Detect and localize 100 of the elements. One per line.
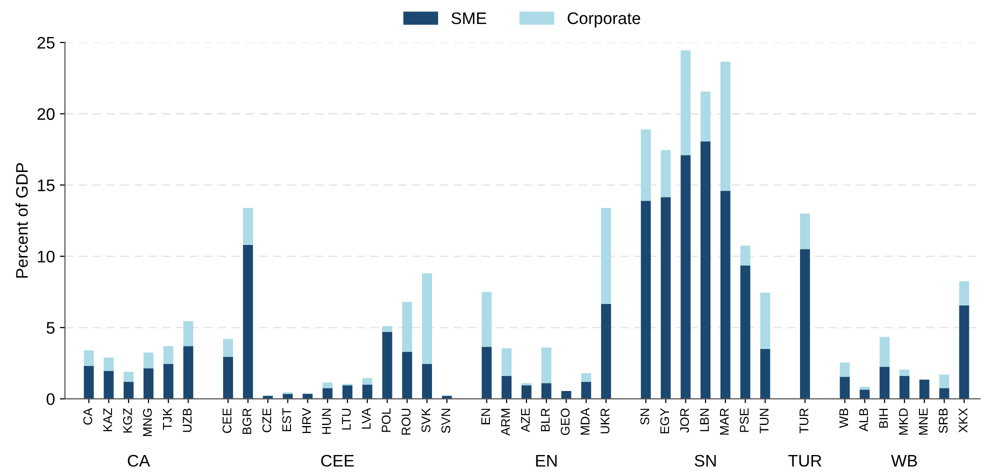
x-tick-label: EST <box>282 408 292 432</box>
x-tick-label: CZE <box>262 408 272 432</box>
bar <box>561 391 572 399</box>
bar <box>581 373 592 382</box>
x-tick-label: HRV <box>302 408 311 434</box>
y-tick-label: 0 <box>46 393 55 406</box>
bar <box>541 383 552 399</box>
bar <box>402 352 412 399</box>
bar <box>959 305 970 399</box>
bar <box>860 390 870 399</box>
x-tick-label: GEO <box>560 408 570 436</box>
bar <box>322 382 333 388</box>
x-tick-label: SRB <box>938 408 948 434</box>
bar <box>183 346 194 399</box>
bar <box>84 350 94 366</box>
x-tick-label: CA <box>83 408 92 425</box>
bar <box>860 386 870 390</box>
legend-label: Corporate <box>568 12 640 28</box>
y-tick-label: 20 <box>38 108 55 120</box>
bar <box>502 348 512 376</box>
bar <box>322 388 333 399</box>
bar <box>660 150 671 198</box>
bar <box>382 326 392 332</box>
bar <box>720 190 730 399</box>
x-tick-label: ALB <box>859 408 868 432</box>
bar <box>362 378 372 385</box>
bar <box>880 366 890 399</box>
text: EN <box>536 455 557 466</box>
bar <box>760 348 770 399</box>
bar <box>482 346 492 399</box>
x-tick-label: WB <box>839 408 848 428</box>
bar <box>581 382 592 399</box>
bar <box>800 249 810 399</box>
bar <box>422 364 432 399</box>
bar <box>959 281 970 306</box>
bar <box>640 200 651 399</box>
x-tick-label: BGR <box>242 408 252 434</box>
bar <box>104 371 114 399</box>
bar <box>640 129 651 201</box>
bar <box>700 92 710 142</box>
bar <box>223 356 234 399</box>
x-tick-label: LTU <box>342 408 351 430</box>
x-tick-label: AZE <box>521 408 530 432</box>
x-tick-label: BIH <box>879 408 888 428</box>
x-tick-label: XKX <box>958 408 968 433</box>
bar <box>402 302 412 352</box>
bar <box>522 385 532 399</box>
x-tick-label: MNG <box>143 408 152 436</box>
text: TUR <box>788 455 822 467</box>
bar <box>680 50 691 156</box>
x-tick-label: SN <box>640 408 650 425</box>
bar <box>163 364 174 399</box>
x-tick-label: POL <box>382 408 391 432</box>
y-tick-label: 15 <box>38 180 55 192</box>
x-tick-label: ARM <box>501 408 510 436</box>
x-tick-label: MAR <box>720 408 729 435</box>
bar <box>104 358 114 372</box>
bar <box>183 321 194 346</box>
x-tick-label: HUN <box>322 408 331 434</box>
bar <box>124 372 134 382</box>
bar <box>362 384 372 399</box>
bar <box>601 208 612 304</box>
text: CA <box>128 454 150 467</box>
x-tick-label: CEE <box>222 408 232 433</box>
bar <box>482 292 492 347</box>
x-tick-label: ROU <box>402 408 410 435</box>
bar <box>740 266 750 399</box>
x-tick-label: MKD <box>899 408 908 435</box>
x-tick-label: EGY <box>660 408 670 434</box>
x-tick-label: EN <box>481 408 490 424</box>
bar <box>242 208 253 245</box>
bar <box>342 385 352 399</box>
bar <box>144 352 154 368</box>
x-tick-label: UZB <box>182 408 192 432</box>
bar <box>700 142 710 399</box>
bar <box>680 155 691 399</box>
legend-label: SME <box>451 12 486 24</box>
x-tick-label: UKR <box>600 408 610 434</box>
bar <box>760 292 770 349</box>
x-tick-label: MNE <box>918 408 928 435</box>
bar <box>124 382 134 399</box>
bar <box>939 388 950 399</box>
x-tick-label: SVN <box>441 408 450 434</box>
x-tick-label: KAZ <box>103 408 112 432</box>
x-tick-label: TUR <box>800 408 808 434</box>
bar <box>740 246 750 266</box>
bar <box>939 374 950 388</box>
bar <box>660 197 671 399</box>
y-axis-title: Percent of GDP <box>16 163 28 278</box>
x-tick-label: TUN <box>760 408 769 434</box>
bar <box>800 214 810 250</box>
bar <box>144 368 154 399</box>
y-tick-label: 25 <box>38 36 55 49</box>
x-tick-label: JOR <box>680 408 689 433</box>
text: CEE <box>321 454 354 467</box>
bar <box>601 304 612 399</box>
bar <box>223 338 234 357</box>
bar <box>382 332 392 399</box>
x-tick-label: MDA <box>580 408 590 435</box>
bar <box>899 376 910 399</box>
